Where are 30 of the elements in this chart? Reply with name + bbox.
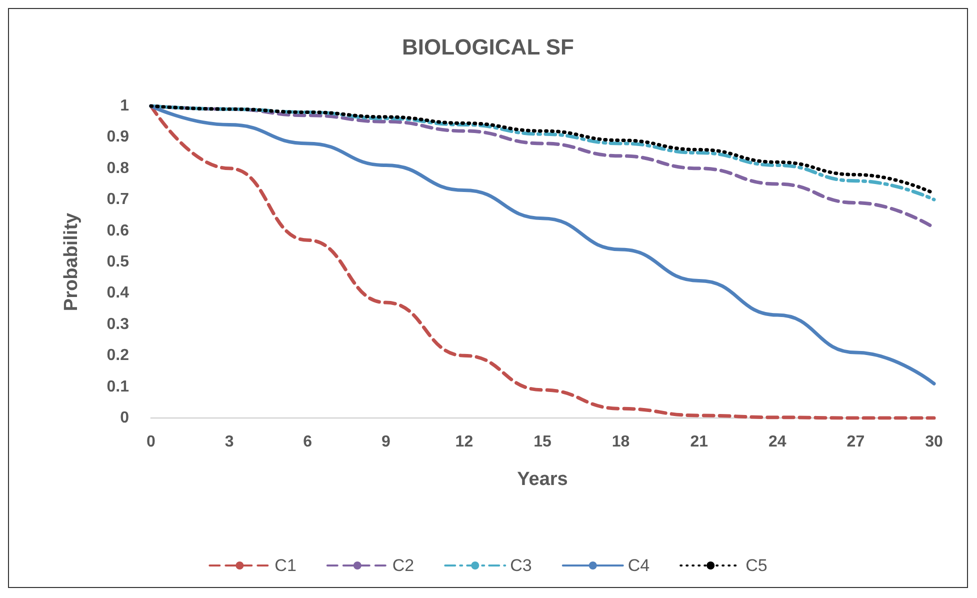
legend-label: C5	[746, 556, 768, 575]
y-tick-label: 0.9	[106, 128, 130, 146]
x-tick-label: 18	[612, 434, 630, 450]
y-tick-label: 0.8	[106, 160, 130, 177]
y-tick-label: 0.2	[106, 347, 130, 364]
legend-label: C2	[392, 556, 414, 575]
chart-title: BIOLOGICAL SF	[402, 34, 574, 60]
y-tick-label: 1	[120, 98, 130, 114]
x-tick-label: 15	[534, 434, 552, 450]
x-tick-label: 6	[303, 434, 312, 450]
legend-label: C4	[628, 556, 650, 575]
x-tick-label: 3	[224, 434, 234, 450]
y-tick-label: 0.6	[106, 222, 130, 240]
y-tick-label: 0.4	[106, 284, 130, 302]
x-axis-title: Years	[517, 469, 568, 490]
y-tick-label: 0.1	[106, 378, 130, 396]
legend-label: C1	[274, 556, 296, 575]
x-tick-label: 24	[768, 434, 786, 450]
x-tick-label: 9	[381, 434, 390, 450]
x-tick-label: 27	[846, 434, 865, 450]
x-tick-label: 21	[690, 434, 708, 450]
x-tick-label: 30	[925, 434, 943, 450]
legend-label: C3	[510, 556, 532, 575]
y-tick-label: 0.7	[106, 191, 130, 208]
x-tick-label: 12	[455, 434, 474, 450]
x-tick-label: 0	[146, 434, 156, 450]
y-tick-label: 0	[120, 410, 130, 426]
y-tick-label: 0.3	[106, 316, 130, 333]
y-tick-label: 0.5	[106, 254, 130, 270]
y-axis-title: Probability	[61, 212, 82, 312]
